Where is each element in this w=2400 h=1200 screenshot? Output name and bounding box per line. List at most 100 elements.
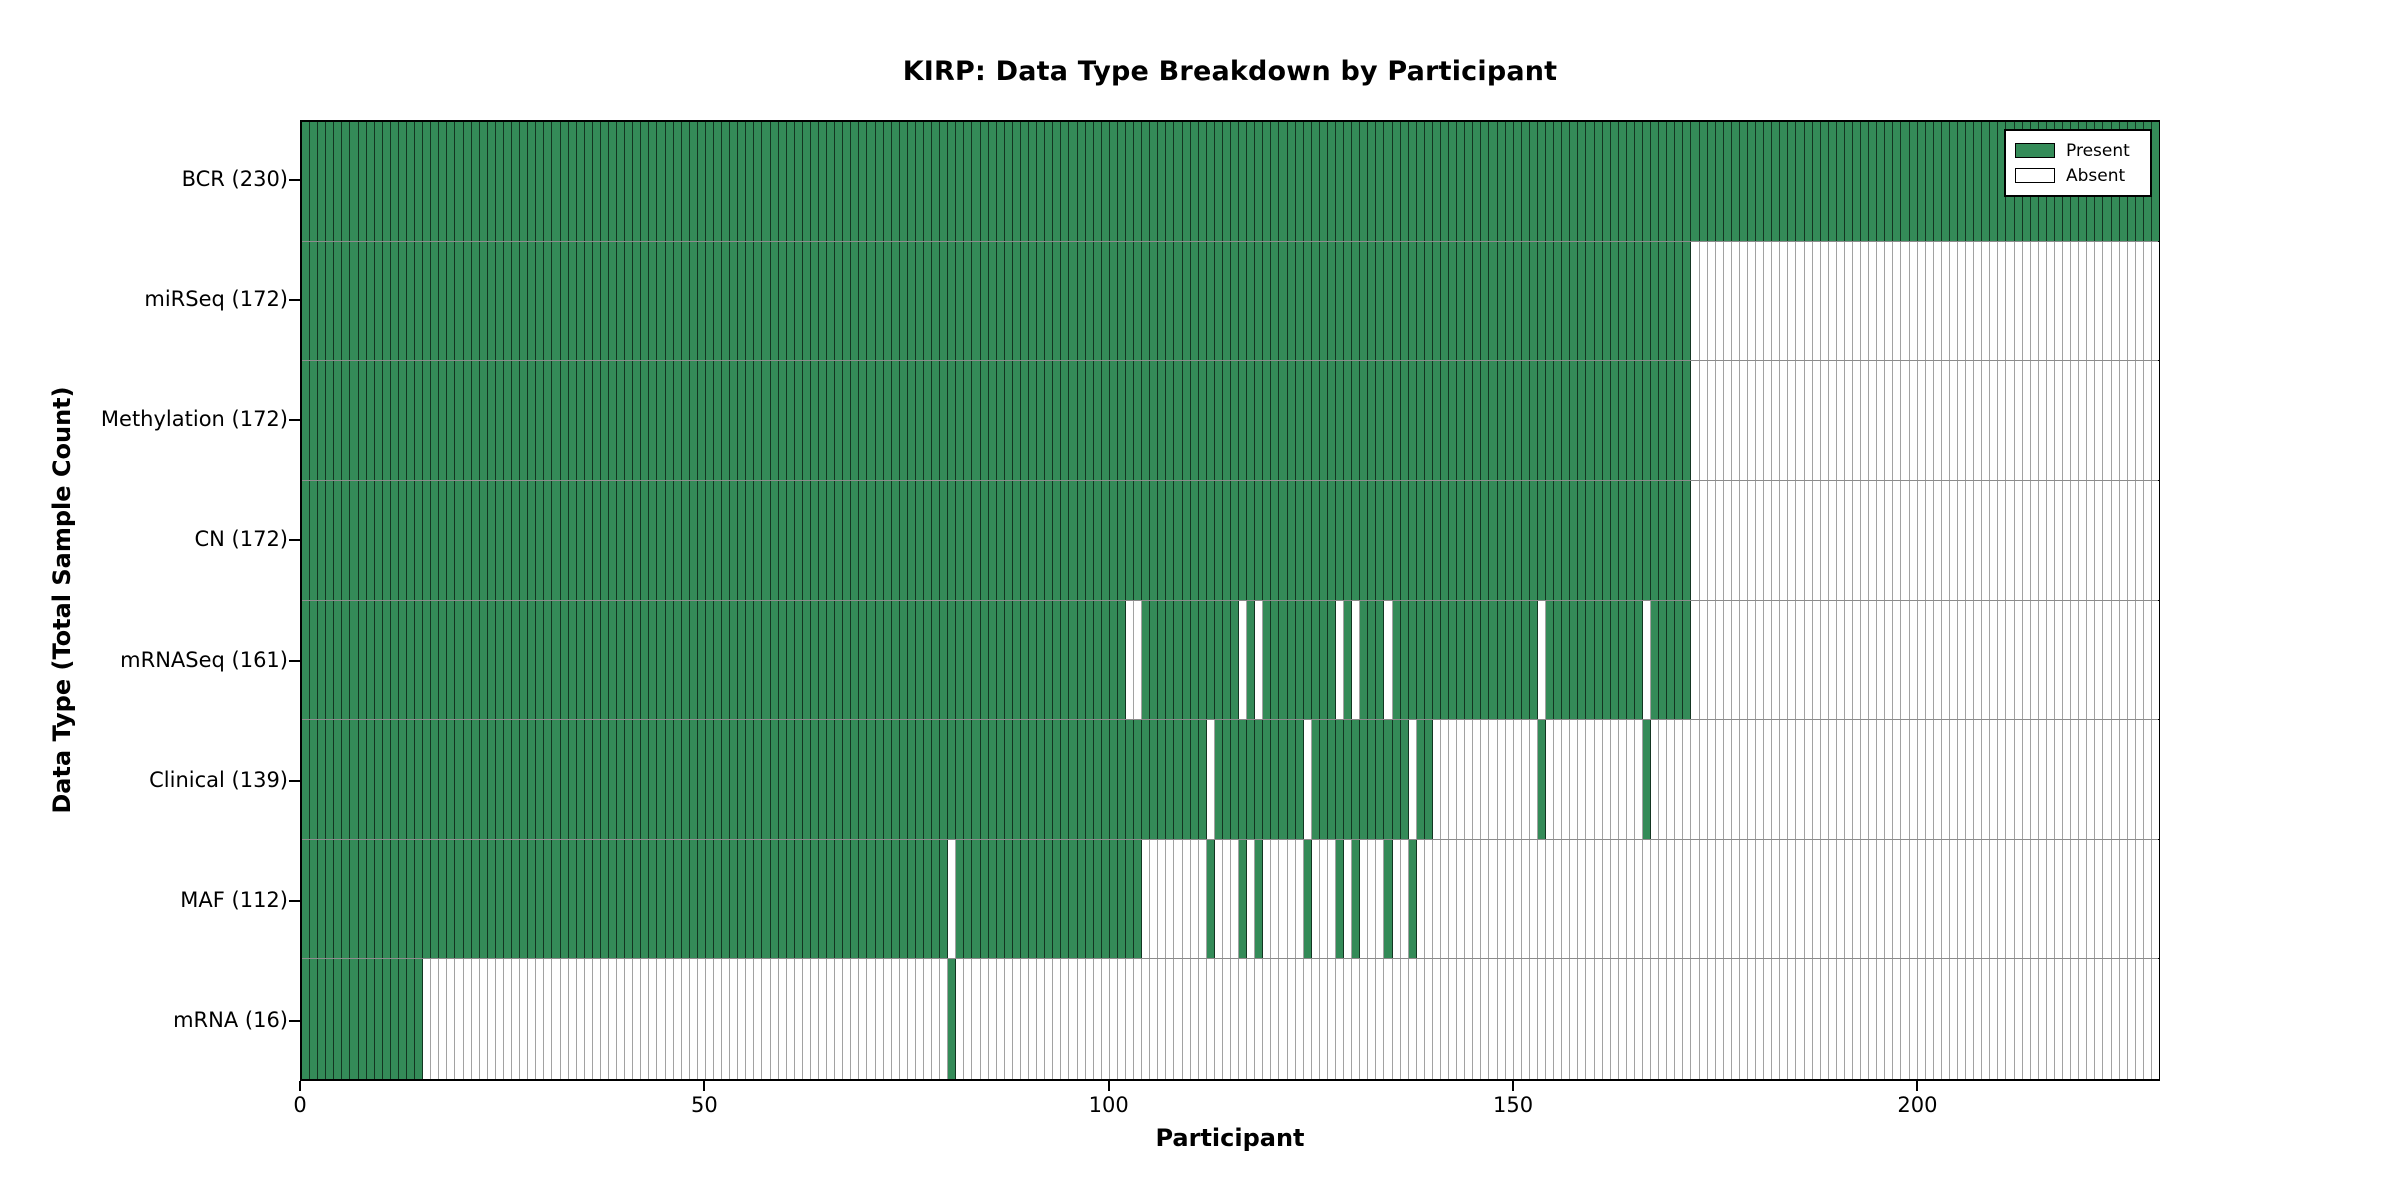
heatmap-cell bbox=[835, 720, 844, 839]
heatmap-cell bbox=[1796, 480, 1805, 600]
heatmap-cell bbox=[1230, 959, 1240, 1079]
heatmap-cell bbox=[1069, 959, 1078, 1079]
heatmap-cell bbox=[1820, 122, 1829, 241]
heatmap-cell bbox=[1214, 839, 1223, 959]
heatmap-cell bbox=[1820, 361, 1829, 480]
heatmap-cell bbox=[568, 122, 577, 241]
heatmap-cell bbox=[883, 122, 892, 241]
heatmap-cell bbox=[536, 720, 545, 839]
heatmap-cell bbox=[334, 241, 343, 361]
heatmap-cell bbox=[1271, 839, 1280, 959]
heatmap-cell bbox=[2071, 600, 2080, 720]
heatmap-cell bbox=[980, 600, 989, 720]
heatmap-cell bbox=[1214, 241, 1223, 361]
heatmap-cell bbox=[1610, 480, 1619, 600]
heatmap-cell bbox=[1117, 122, 1126, 241]
heatmap-cell bbox=[536, 959, 545, 1079]
heatmap-cell bbox=[2046, 600, 2055, 720]
heatmap-cell bbox=[1303, 839, 1312, 959]
heatmap-cell bbox=[1061, 241, 1070, 361]
heatmap-cell bbox=[1820, 720, 1829, 839]
heatmap-cell bbox=[1893, 480, 1902, 600]
heatmap-cell bbox=[1861, 600, 1870, 720]
heatmap-cell bbox=[1723, 959, 1732, 1079]
heatmap-cell bbox=[1150, 480, 1159, 600]
heatmap-cell bbox=[891, 959, 900, 1079]
heatmap-cell bbox=[1586, 720, 1595, 839]
heatmap-cell bbox=[1481, 241, 1490, 361]
heatmap-cell bbox=[915, 600, 925, 720]
heatmap-cell bbox=[1125, 720, 1135, 839]
heatmap-cell bbox=[778, 959, 787, 1079]
heatmap-cell bbox=[1788, 839, 1797, 959]
heatmap-cell bbox=[2151, 480, 2159, 600]
heatmap-cell bbox=[697, 600, 706, 720]
heatmap-cell bbox=[2119, 480, 2128, 600]
heatmap-cell bbox=[1634, 122, 1643, 241]
heatmap-cell bbox=[1166, 122, 1175, 241]
heatmap-cell bbox=[1061, 600, 1070, 720]
heatmap-cell bbox=[447, 122, 456, 241]
heatmap-cell bbox=[1812, 839, 1821, 959]
heatmap-cell bbox=[390, 839, 399, 959]
heatmap-cell bbox=[512, 480, 521, 600]
heatmap-cell bbox=[2054, 720, 2064, 839]
heatmap-cell bbox=[1917, 600, 1926, 720]
heatmap-cell bbox=[1610, 241, 1619, 361]
heatmap-cell bbox=[722, 600, 731, 720]
heatmap-cell bbox=[810, 839, 819, 959]
heatmap-cell bbox=[1174, 241, 1183, 361]
heatmap-cell bbox=[1142, 959, 1151, 1079]
heatmap-cell bbox=[1247, 480, 1256, 600]
heatmap-cell bbox=[1408, 959, 1417, 1079]
heatmap-cell bbox=[1941, 122, 1950, 241]
heatmap-cell bbox=[1570, 241, 1579, 361]
heatmap-cell bbox=[625, 241, 634, 361]
heatmap-cell bbox=[1812, 241, 1821, 361]
heatmap-cell bbox=[697, 122, 706, 241]
heatmap-cell bbox=[1925, 122, 1934, 241]
heatmap-cell bbox=[382, 480, 391, 600]
heatmap-cell bbox=[1384, 600, 1393, 720]
heatmap-cell bbox=[1125, 959, 1135, 1079]
heatmap-cell bbox=[1344, 361, 1353, 480]
heatmap-cell bbox=[1222, 361, 1231, 480]
heatmap-cell bbox=[318, 241, 327, 361]
heatmap-cell bbox=[940, 480, 949, 600]
heatmap-cell bbox=[1416, 361, 1425, 480]
heatmap-cell bbox=[1747, 600, 1757, 720]
heatmap-cell bbox=[2006, 959, 2015, 1079]
heatmap-cell bbox=[1311, 839, 1320, 959]
heatmap-cell bbox=[859, 720, 868, 839]
heatmap-cell bbox=[1101, 839, 1110, 959]
heatmap-cell bbox=[778, 720, 787, 839]
heatmap-cell bbox=[641, 480, 650, 600]
heatmap-cell bbox=[1853, 720, 1862, 839]
heatmap-cell bbox=[1610, 600, 1619, 720]
heatmap-cell bbox=[883, 480, 892, 600]
heatmap-cell bbox=[1190, 122, 1199, 241]
heatmap-cell bbox=[915, 480, 925, 600]
heatmap-cell bbox=[1295, 720, 1304, 839]
heatmap-cell bbox=[1699, 241, 1708, 361]
heatmap-cell bbox=[1893, 122, 1902, 241]
heatmap-cell bbox=[1085, 600, 1094, 720]
heatmap-cell bbox=[2014, 720, 2023, 839]
heatmap-cell bbox=[1279, 122, 1288, 241]
heatmap-cell bbox=[794, 361, 803, 480]
heatmap-cell bbox=[1158, 959, 1167, 1079]
heatmap-cell bbox=[1295, 959, 1304, 1079]
heatmap-cell bbox=[1909, 600, 1918, 720]
heatmap-cell bbox=[1400, 600, 1409, 720]
heatmap-cell bbox=[786, 241, 795, 361]
heatmap-cell bbox=[2046, 480, 2055, 600]
heatmap-cell bbox=[407, 600, 416, 720]
heatmap-cell bbox=[584, 839, 593, 959]
heatmap-cell bbox=[310, 720, 319, 839]
heatmap-cell bbox=[407, 241, 416, 361]
heatmap-cell bbox=[1408, 241, 1417, 361]
heatmap-cell bbox=[463, 600, 472, 720]
heatmap-cell bbox=[584, 720, 593, 839]
heatmap-cell bbox=[1634, 600, 1643, 720]
heatmap-cell bbox=[2095, 600, 2104, 720]
